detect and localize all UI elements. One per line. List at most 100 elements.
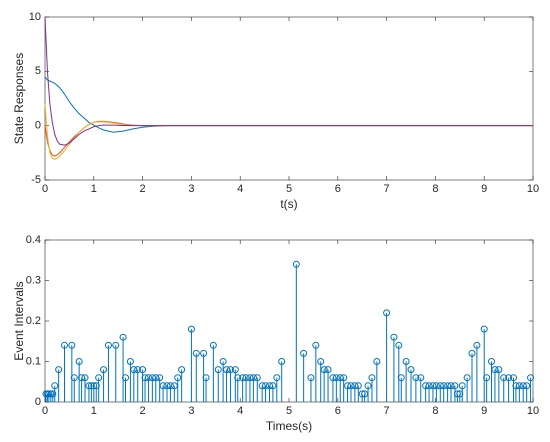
stem bbox=[402, 358, 410, 402]
stem-marker bbox=[332, 374, 340, 382]
stem bbox=[139, 366, 147, 402]
stem bbox=[395, 341, 403, 402]
stem-marker bbox=[307, 374, 315, 382]
stem-marker bbox=[68, 341, 76, 349]
stem bbox=[234, 374, 242, 402]
x-tick-label: 1 bbox=[91, 183, 97, 195]
x-tick-label: 8 bbox=[432, 183, 438, 195]
x-axis-label: Times(s) bbox=[266, 419, 312, 433]
y-axis-label: State Responses bbox=[12, 53, 26, 144]
stem-marker bbox=[249, 374, 257, 382]
y-tick-label: 0.4 bbox=[26, 234, 41, 246]
stem-marker bbox=[166, 382, 174, 390]
stem bbox=[75, 358, 83, 402]
stem-marker bbox=[509, 374, 517, 382]
stem-marker bbox=[223, 366, 231, 374]
stem-marker bbox=[417, 374, 425, 382]
stem-marker bbox=[440, 382, 448, 390]
stem bbox=[214, 366, 222, 402]
stem-marker bbox=[495, 366, 503, 374]
stem bbox=[312, 341, 320, 402]
x-tick-label: 9 bbox=[481, 183, 487, 195]
stem-marker bbox=[90, 382, 98, 390]
stem-marker bbox=[55, 366, 63, 374]
stem-marker bbox=[453, 390, 461, 398]
stem bbox=[152, 374, 160, 402]
stem-marker bbox=[49, 390, 57, 398]
y-tick-label: 0 bbox=[35, 120, 41, 132]
stem bbox=[219, 358, 227, 402]
x-tick-label: 4 bbox=[237, 183, 243, 195]
stem bbox=[156, 374, 164, 402]
stem bbox=[468, 349, 476, 402]
y-tick-label: 5 bbox=[35, 65, 41, 77]
axes-box bbox=[44, 239, 534, 403]
stem bbox=[269, 382, 277, 402]
stem bbox=[523, 382, 531, 402]
stem bbox=[223, 366, 231, 402]
stem-marker bbox=[278, 358, 286, 365]
x-tick-label: 0 bbox=[42, 183, 48, 195]
stem bbox=[473, 341, 481, 402]
stem-marker bbox=[402, 358, 410, 365]
stem-marker bbox=[425, 382, 433, 390]
stem bbox=[81, 374, 89, 402]
stem bbox=[273, 374, 281, 402]
stem-marker bbox=[139, 366, 147, 374]
stem-marker bbox=[505, 374, 513, 382]
stem-marker bbox=[81, 374, 89, 382]
stem-marker bbox=[500, 374, 508, 382]
stem bbox=[368, 374, 376, 402]
stem bbox=[417, 374, 425, 402]
stem bbox=[364, 382, 372, 402]
stem-marker bbox=[483, 374, 491, 382]
stem-marker bbox=[320, 366, 328, 374]
stem bbox=[373, 358, 381, 402]
stem bbox=[340, 374, 348, 402]
stem-marker bbox=[104, 341, 112, 349]
x-tick-label: 1 bbox=[91, 405, 97, 417]
stem-marker bbox=[219, 358, 227, 365]
stem-marker bbox=[144, 374, 152, 382]
stem-marker bbox=[390, 333, 398, 341]
stem bbox=[226, 366, 234, 402]
x-tick-label: 7 bbox=[384, 183, 390, 195]
stem-marker bbox=[70, 374, 78, 382]
stem bbox=[390, 333, 398, 402]
stem bbox=[412, 374, 420, 402]
stem-marker bbox=[152, 374, 160, 382]
stem bbox=[307, 374, 315, 402]
stem bbox=[61, 341, 69, 402]
stem bbox=[500, 374, 508, 402]
x-tick-label: 8 bbox=[432, 405, 438, 417]
stem-marker bbox=[491, 366, 499, 374]
stem bbox=[483, 374, 491, 402]
stem-marker bbox=[397, 374, 405, 382]
stem-marker bbox=[202, 374, 210, 382]
stem bbox=[317, 358, 325, 402]
stem-marker bbox=[187, 325, 195, 333]
stem-marker bbox=[312, 341, 320, 349]
stem bbox=[130, 366, 138, 402]
stem bbox=[397, 374, 405, 402]
stem bbox=[425, 382, 433, 402]
stem bbox=[456, 390, 464, 402]
y-tick-label: 0.2 bbox=[26, 315, 41, 327]
stem bbox=[354, 382, 362, 402]
stem-marker bbox=[368, 374, 376, 382]
stem bbox=[85, 382, 93, 402]
stem-marker bbox=[447, 382, 455, 390]
stem bbox=[332, 374, 340, 402]
stem-marker bbox=[373, 358, 381, 365]
stem-marker bbox=[178, 366, 186, 374]
x-tick-label: 10 bbox=[527, 405, 539, 417]
stem-marker bbox=[45, 390, 53, 398]
subplot: 0 1 2 3 4 5 6 7 8 9 10 0 0.1 0.2 0.3 0.4 Times(s) Event I… bbox=[12, 234, 539, 433]
stem-marker bbox=[209, 341, 217, 349]
x-tick-label: 3 bbox=[188, 183, 194, 195]
stem-marker bbox=[156, 374, 164, 382]
stem-marker bbox=[242, 374, 250, 382]
stem-marker bbox=[92, 382, 100, 390]
stem-marker bbox=[488, 358, 496, 365]
